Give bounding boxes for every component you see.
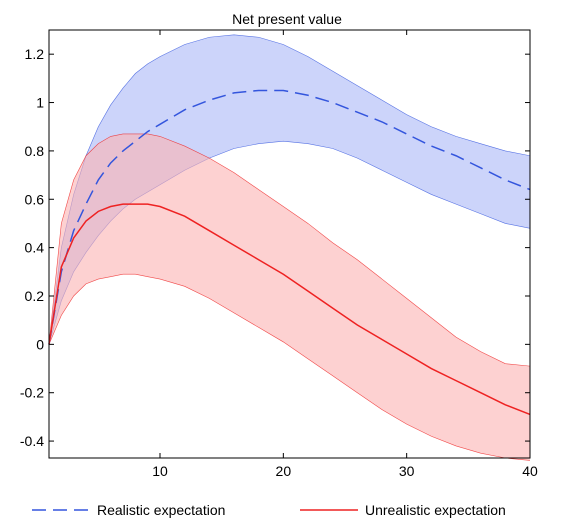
- y-tick-label: -0.2: [20, 385, 44, 401]
- y-tick-label: 0.2: [25, 288, 45, 304]
- line-unrealistic-expectation: [48, 203, 531, 416]
- band-upper-unrealistic-expectation: [48, 133, 531, 367]
- x-tick-label: 10: [152, 463, 168, 479]
- y-tick-label: 0.8: [25, 143, 45, 159]
- x-tick-label: 30: [399, 463, 415, 479]
- y-tick-label: 0.6: [25, 191, 45, 207]
- y-axis: -0.4 -0.2 0 0.2 0.4 0.6 0.8 1 1.2: [20, 46, 530, 449]
- x-tick-label: 20: [276, 463, 292, 479]
- band-lower-unrealistic-expectation: [48, 273, 531, 461]
- band-realistic-expectation: [49, 34, 530, 345]
- chart-title: Net present value: [232, 11, 342, 27]
- line-realistic-expectation: [48, 89, 531, 345]
- legend-label-realistic: Realistic expectation: [97, 502, 225, 518]
- plot-frame: [48, 29, 531, 459]
- confidence-bands: [48, 34, 531, 461]
- y-tick-label: 0.4: [25, 240, 45, 256]
- y-tick-label: 0: [36, 336, 44, 352]
- y-tick-label: 1.2: [25, 46, 45, 62]
- legend: Realistic expectation Unrealistic expect…: [32, 502, 506, 518]
- y-tick-label: 1: [36, 95, 44, 111]
- y-tick-label: -0.4: [20, 433, 44, 449]
- x-axis: 10 20 30 40: [152, 30, 538, 479]
- band-unrealistic-expectation: [49, 133, 530, 461]
- band-upper-realistic-expectation: [48, 34, 531, 345]
- legend-label-unrealistic: Unrealistic expectation: [365, 502, 506, 518]
- series-lines: [48, 89, 531, 416]
- x-tick-label: 40: [522, 463, 538, 479]
